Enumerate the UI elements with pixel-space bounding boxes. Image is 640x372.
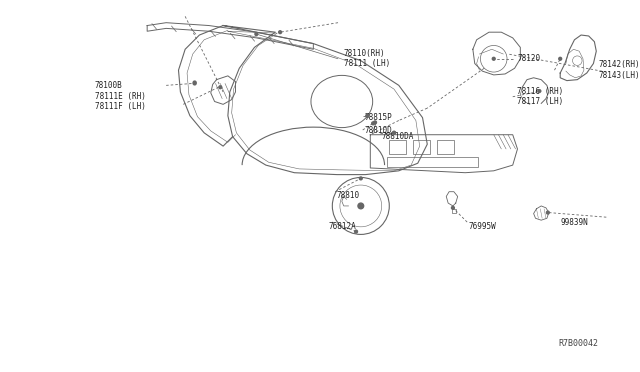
- Text: 78116 (RH)
78117 (LH): 78116 (RH) 78117 (LH): [518, 87, 564, 106]
- Text: 78810: 78810: [336, 191, 359, 200]
- Circle shape: [492, 57, 495, 60]
- Circle shape: [219, 86, 221, 89]
- Circle shape: [451, 206, 454, 209]
- Circle shape: [358, 203, 364, 209]
- Text: R7B00042: R7B00042: [558, 339, 598, 348]
- Bar: [436, 140, 454, 154]
- Text: 76812A: 76812A: [328, 222, 356, 231]
- Bar: [387, 157, 477, 167]
- Circle shape: [278, 31, 282, 33]
- Circle shape: [360, 177, 362, 180]
- Circle shape: [355, 230, 358, 233]
- Bar: [413, 140, 430, 154]
- Text: 78120: 78120: [518, 54, 541, 63]
- Circle shape: [538, 90, 541, 93]
- Circle shape: [193, 82, 196, 85]
- Circle shape: [374, 121, 376, 124]
- Circle shape: [193, 81, 196, 84]
- Circle shape: [392, 131, 396, 134]
- Circle shape: [547, 211, 549, 214]
- Circle shape: [559, 57, 562, 60]
- Text: 78810DA: 78810DA: [381, 132, 414, 141]
- Circle shape: [392, 131, 396, 134]
- Text: 78110(RH)
78111 (LH): 78110(RH) 78111 (LH): [344, 49, 390, 68]
- Bar: [389, 140, 406, 154]
- Text: 78100B: 78100B: [95, 81, 123, 90]
- Text: 78142(RH)
78143(LH): 78142(RH) 78143(LH): [598, 61, 640, 80]
- Text: 99839N: 99839N: [560, 218, 588, 227]
- Text: 78810D: 78810D: [365, 126, 392, 135]
- Text: 78111E (RH)
78111F (LH): 78111E (RH) 78111F (LH): [95, 92, 146, 111]
- Circle shape: [255, 33, 258, 35]
- Text: 76995W: 76995W: [468, 222, 496, 231]
- Circle shape: [372, 122, 374, 125]
- Circle shape: [366, 114, 369, 117]
- Text: 78815P: 78815P: [365, 113, 392, 122]
- Circle shape: [366, 114, 369, 117]
